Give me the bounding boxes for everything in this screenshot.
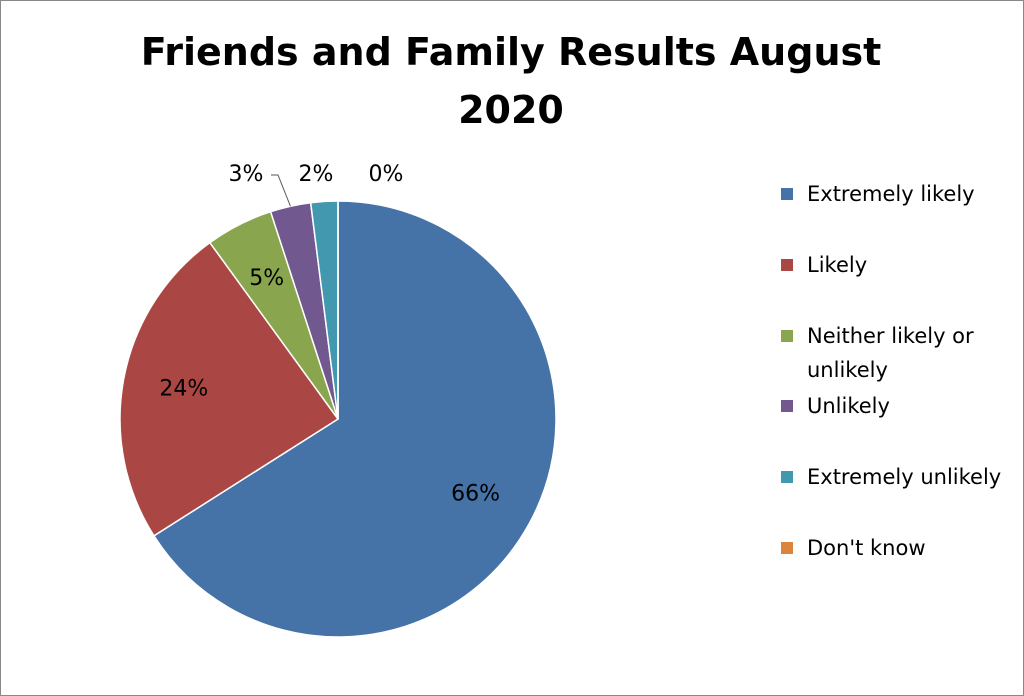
legend-swatch	[781, 400, 793, 412]
data-label: 2%	[299, 162, 334, 187]
legend-entry: Don't know	[781, 531, 1013, 565]
data-label: 3%	[229, 162, 264, 187]
data-label: 24%	[159, 377, 208, 402]
legend-label: Extremely likely	[807, 182, 975, 206]
chart-title: Friends and Family Results August 2020	[140, 30, 882, 132]
legend-entry: Extremely unlikely	[781, 460, 1013, 494]
legend-label: Don't know	[807, 536, 926, 560]
legend-swatch	[781, 471, 793, 483]
legend-entry: Unlikely	[781, 389, 1013, 423]
data-label: 5%	[249, 266, 284, 291]
legend-swatch	[781, 330, 793, 342]
legend-swatch	[781, 259, 793, 271]
data-label: 66%	[451, 482, 500, 507]
data-label: 0%	[369, 162, 404, 187]
pie-slice	[152, 200, 557, 638]
legend-label: Unlikely	[807, 394, 890, 418]
pie-slice	[119, 241, 340, 537]
legend-entry: Neither likely or unlikely	[781, 319, 1013, 387]
leader-line	[271, 174, 291, 207]
legend-label: Neither likely or unlikely	[807, 324, 974, 382]
legend-entry: Extremely likely	[781, 177, 1013, 211]
legend-label: Extremely unlikely	[807, 465, 1002, 489]
legend-label: Likely	[807, 253, 868, 277]
legend-entry: Likely	[781, 248, 1013, 282]
legend-swatch	[781, 542, 793, 554]
legend-swatch	[781, 188, 793, 200]
